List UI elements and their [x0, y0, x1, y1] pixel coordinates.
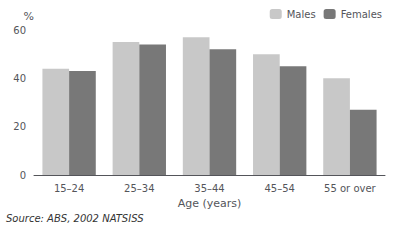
svg-text:55 or over: 55 or over	[324, 183, 377, 194]
svg-text:Females: Females	[341, 9, 382, 20]
svg-text:60: 60	[13, 25, 26, 36]
svg-text:15–24: 15–24	[54, 183, 84, 194]
svg-text:25–34: 25–34	[124, 183, 154, 194]
svg-text:0: 0	[20, 170, 26, 181]
svg-text:%: %	[24, 10, 34, 23]
svg-text:35–44: 35–44	[194, 183, 224, 194]
svg-text:45–54: 45–54	[264, 183, 294, 194]
svg-text:Age (years): Age (years)	[178, 197, 242, 210]
svg-text:20: 20	[13, 121, 26, 132]
svg-text:40: 40	[13, 73, 26, 84]
svg-text:Males: Males	[287, 9, 316, 20]
svg-text:Source: ABS, 2002 NATSISS: Source: ABS, 2002 NATSISS	[6, 213, 144, 224]
